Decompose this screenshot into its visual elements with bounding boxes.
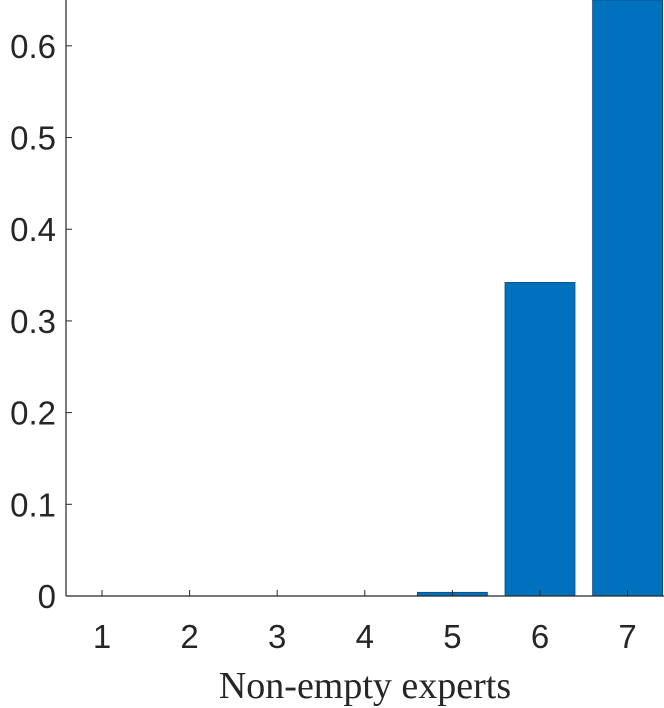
y-tick-label: 0.4 (10, 211, 56, 248)
x-tick-label: 3 (268, 618, 286, 655)
x-tick-label: 6 (531, 618, 549, 655)
y-tick-label: 0.1 (10, 486, 56, 523)
x-tick-label: 2 (180, 618, 198, 655)
x-tick-label: 5 (443, 618, 461, 655)
y-tick-label: 0.3 (10, 303, 56, 340)
bar (592, 0, 663, 597)
y-tick-label: 0.5 (10, 120, 56, 157)
x-tick-label: 7 (618, 618, 636, 655)
bar (504, 282, 576, 597)
x-axis-label: Non-empty experts (219, 665, 511, 707)
y-tick-label: 0.2 (10, 395, 56, 432)
y-tick-label: 0 (38, 578, 56, 615)
y-tick-label: 0.6 (10, 28, 56, 65)
x-tick-label: 4 (356, 618, 374, 655)
x-tick-label: 1 (93, 618, 111, 655)
